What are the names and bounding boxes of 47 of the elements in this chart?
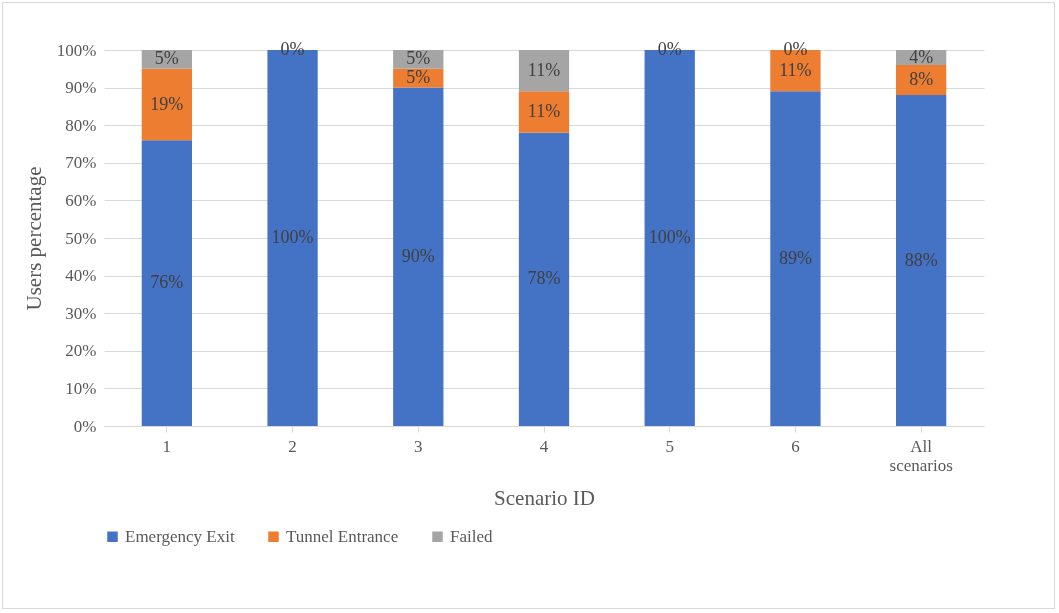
bar <box>141 140 192 426</box>
data-label: 11% <box>527 101 561 122</box>
y-tick-label: 30% <box>65 303 97 323</box>
x-tick-label: 3 <box>414 436 423 456</box>
data-label: 8% <box>909 69 934 90</box>
x-tick-label: 1 <box>162 436 172 456</box>
data-label: 88% <box>904 249 938 270</box>
data-label: 4% <box>909 46 934 67</box>
data-label: 5% <box>406 48 431 69</box>
data-label: 78% <box>527 268 561 289</box>
data-label: 5% <box>406 67 431 88</box>
y-axis-title: Users percentage <box>21 166 46 311</box>
bar <box>896 95 947 426</box>
bar <box>393 87 444 426</box>
x-axis-title: Scenario ID <box>494 485 595 510</box>
x-tick-label: 6 <box>791 436 800 456</box>
data-label: 11% <box>527 59 561 80</box>
legend-label: Failed <box>450 526 493 546</box>
x-tick-label: 2 <box>288 436 297 456</box>
y-tick-label: 70% <box>65 153 97 173</box>
bar <box>518 132 570 426</box>
y-tick-label: 40% <box>65 266 97 286</box>
x-tick-label: 4 <box>539 436 549 456</box>
y-tick-label: 100% <box>56 40 97 60</box>
data-label: 89% <box>778 247 812 268</box>
y-tick-label: 80% <box>65 115 97 135</box>
bar <box>141 68 192 141</box>
y-tick-label: 10% <box>65 378 97 398</box>
bar <box>770 91 821 426</box>
y-tick-label: 50% <box>65 228 97 248</box>
legend-label: Emergency Exit <box>125 526 235 546</box>
data-label: 90% <box>401 245 435 266</box>
data-label: 100% <box>648 227 691 247</box>
x-tick-label: 5 <box>665 436 674 456</box>
y-tick-label: 60% <box>65 190 97 210</box>
data-label: 100% <box>271 227 314 247</box>
y-tick-label: 0% <box>73 416 97 436</box>
bar <box>518 50 570 92</box>
data-label: 5% <box>154 48 179 69</box>
data-label: 76% <box>150 272 184 293</box>
data-label: 19% <box>150 93 184 114</box>
y-tick-label: 20% <box>65 341 97 361</box>
data-label: 11% <box>779 59 812 80</box>
y-tick-label: 90% <box>65 78 97 98</box>
bar <box>518 91 570 133</box>
legend-label: Tunnel Entrance <box>286 526 399 546</box>
x-tick-label: All scenarios <box>889 436 953 475</box>
